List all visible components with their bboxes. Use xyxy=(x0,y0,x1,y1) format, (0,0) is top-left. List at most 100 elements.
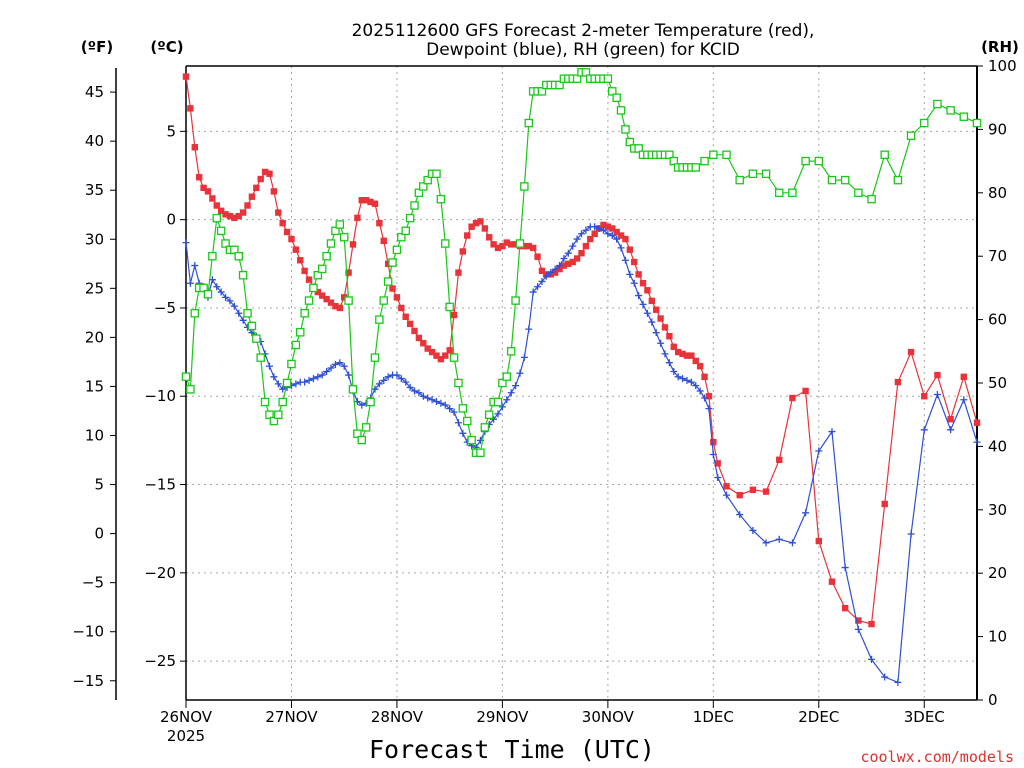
dewpoint-point xyxy=(279,385,287,393)
dewpoint-point xyxy=(635,292,643,300)
temperature-point xyxy=(907,348,915,356)
dewpoint-point xyxy=(459,429,467,437)
dewpoint-point xyxy=(525,325,533,333)
temperature-point xyxy=(261,168,269,176)
dewpoint-point xyxy=(336,359,344,367)
dewpoint-point xyxy=(503,396,511,404)
temperature-point xyxy=(723,483,730,490)
temperature-point xyxy=(248,193,256,200)
rh-point xyxy=(788,188,797,198)
rh-point xyxy=(247,321,257,331)
rh-point xyxy=(186,385,195,394)
dewpoint-point xyxy=(265,362,273,370)
temperature-point xyxy=(323,295,330,303)
rh-point xyxy=(581,68,591,77)
rh-point xyxy=(933,99,942,109)
rh-point xyxy=(498,378,507,388)
temperature-point xyxy=(332,302,339,310)
rh-point xyxy=(282,378,292,388)
y-tick-label-celsius: −10 xyxy=(144,387,176,405)
temperature-point xyxy=(648,297,656,305)
y-tick-label-celsius: 0 xyxy=(166,211,176,229)
temperature-point xyxy=(200,184,207,192)
temperature-point xyxy=(349,241,357,248)
temperature-point xyxy=(960,373,968,381)
series-line xyxy=(185,226,978,684)
dewpoint-point xyxy=(617,244,625,252)
temperature-point xyxy=(635,271,642,278)
dewpoint-point xyxy=(353,398,361,406)
temperature-point xyxy=(653,306,660,313)
temperature-point xyxy=(239,209,247,216)
rh-point xyxy=(814,156,824,166)
rh-point xyxy=(309,283,318,293)
temperature-point xyxy=(679,350,686,358)
y-tick-label-rh: 30 xyxy=(988,501,1007,519)
dewpoint-point xyxy=(613,235,621,243)
temperature-point xyxy=(670,343,677,350)
rh-point xyxy=(383,277,393,286)
temperature-point xyxy=(459,248,467,255)
temperature-point xyxy=(433,352,440,359)
rh-point xyxy=(436,194,446,204)
dewpoint-point xyxy=(454,419,462,427)
dewpoint-point xyxy=(345,371,353,379)
temperature-point xyxy=(305,276,313,283)
temperature-point xyxy=(292,246,300,253)
rh-point xyxy=(735,175,744,185)
dewpoint-point xyxy=(683,376,691,384)
y-tick-label-rh: 10 xyxy=(988,628,1007,646)
temperature-point xyxy=(279,219,286,227)
temperature-point xyxy=(213,202,220,209)
dewpoint-point xyxy=(191,262,199,270)
temperature-point xyxy=(231,214,238,222)
rh-point xyxy=(243,309,252,318)
y-tick-label-rh: 90 xyxy=(988,120,1007,138)
unit-label-celsius: (ºC) xyxy=(150,38,183,56)
gridlines xyxy=(186,66,977,700)
rh-point xyxy=(322,251,331,261)
dewpoint-point xyxy=(595,224,603,232)
y-tick-label-celsius: −5 xyxy=(154,299,176,317)
dewpoint-point xyxy=(415,389,423,397)
temperature-point xyxy=(736,491,743,499)
temperature-point xyxy=(560,262,568,269)
temperature-point xyxy=(226,212,234,220)
temperature-point xyxy=(266,170,273,177)
rh-point xyxy=(190,309,200,318)
rh-point xyxy=(827,175,837,185)
y-tick-label-fahrenheit: 20 xyxy=(85,328,104,346)
rh-point xyxy=(691,163,701,172)
dewpoint-point xyxy=(490,415,498,423)
y-tick-label-fahrenheit: 45 xyxy=(85,83,104,101)
temperature-point xyxy=(468,223,475,230)
rh-point xyxy=(357,435,367,445)
temperature-point xyxy=(609,225,616,232)
dewpoint-point xyxy=(960,396,968,404)
rh-point xyxy=(260,397,270,407)
temperature-point xyxy=(802,387,809,395)
rh-point xyxy=(291,340,301,350)
dewpoint-point xyxy=(582,226,590,234)
temperature-point xyxy=(776,456,783,464)
dewpoint-point xyxy=(301,378,309,386)
temperature-point xyxy=(450,311,458,319)
temperature-point xyxy=(565,260,572,267)
rh-point xyxy=(212,213,222,223)
x-tick-label: 3DEC xyxy=(904,708,945,726)
temperature-point xyxy=(617,232,625,239)
rh-point xyxy=(208,251,217,261)
temperature-point xyxy=(270,188,278,195)
y-tick-label-rh: 20 xyxy=(988,564,1007,582)
temperature-point xyxy=(283,228,291,236)
rh-point xyxy=(252,334,261,343)
rh-point xyxy=(379,296,388,305)
dewpoint-point xyxy=(788,539,796,547)
dewpoint-point xyxy=(406,383,414,391)
rh-point xyxy=(537,87,547,96)
dewpoint-point xyxy=(674,373,682,381)
dewpoint-point xyxy=(441,401,449,409)
temperature-point xyxy=(490,241,497,248)
dewpoint-point xyxy=(217,288,225,296)
temperature-point xyxy=(538,267,546,275)
